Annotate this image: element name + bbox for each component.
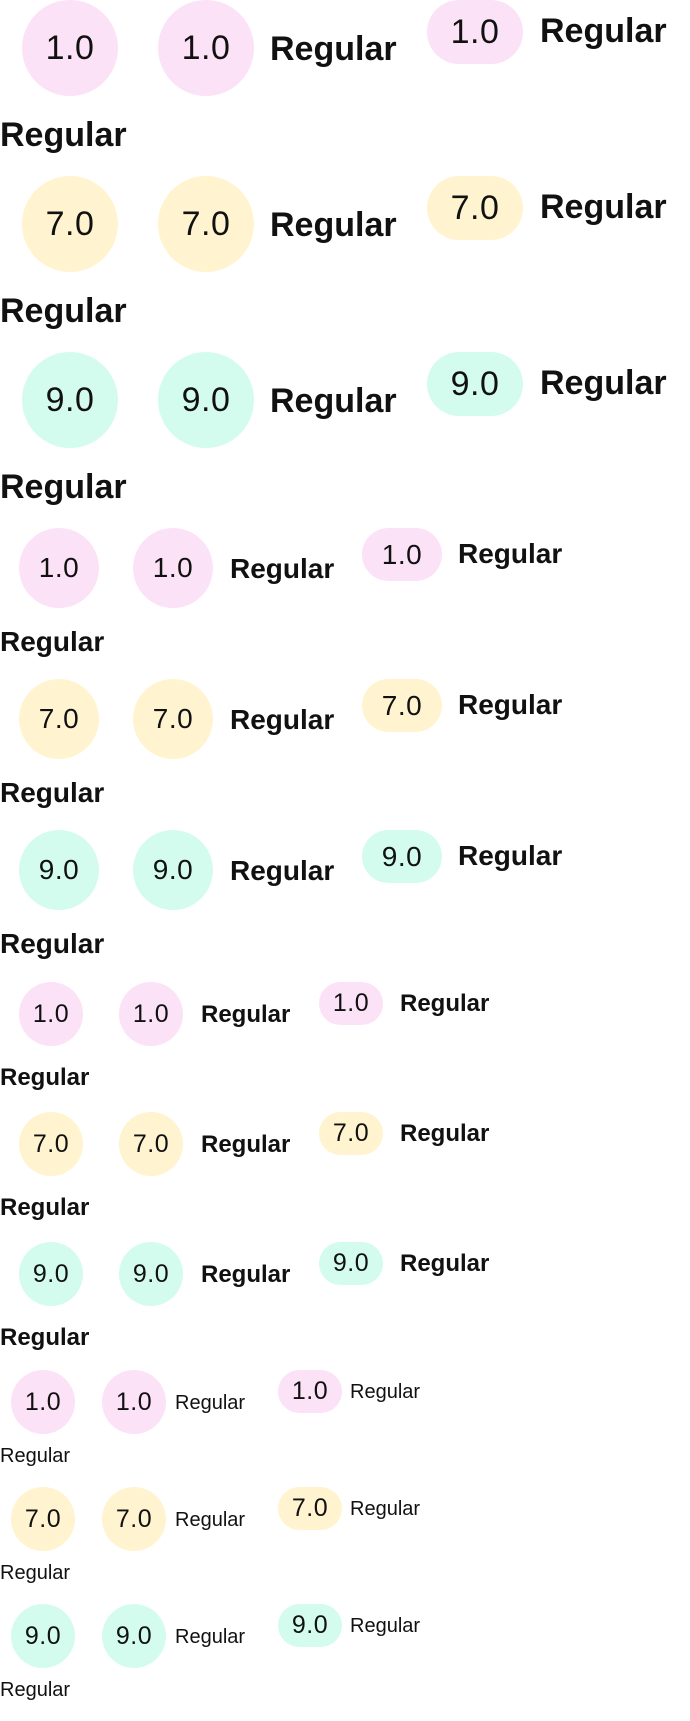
badge-label-wrapped: Regular xyxy=(0,1445,71,1467)
badge-label: Regular xyxy=(350,1498,421,1520)
score-badge-circle: 7.0 xyxy=(11,1487,75,1551)
badge-label: Regular xyxy=(350,1615,421,1637)
badge-label: Regular xyxy=(201,1131,291,1158)
score-badge-circle: 1.0 xyxy=(19,982,83,1046)
badge-label: Regular xyxy=(400,990,490,1017)
badge-label-wrapped: Regular xyxy=(0,928,105,959)
badge-label: Regular xyxy=(458,538,563,569)
badge-label: Regular xyxy=(540,188,667,226)
badge-row: 9.0 9.0 Regular 9.0 Regular Regular xyxy=(0,352,690,528)
score-badge-pill: 1.0 xyxy=(278,1370,342,1413)
score-badge-circle-with-label: 9.0 xyxy=(158,352,254,448)
badge-label-wrapped: Regular xyxy=(0,1064,90,1091)
score-badge-pill: 9.0 xyxy=(319,1242,383,1285)
badge-label: Regular xyxy=(270,382,397,420)
badge-label-wrapped: Regular xyxy=(0,1679,71,1701)
badge-label-wrapped: Regular xyxy=(0,468,127,506)
badge-label: Regular xyxy=(270,206,397,244)
score-badge-pill: 7.0 xyxy=(319,1112,383,1155)
badge-row: 7.0 7.0 Regular 7.0 Regular Regular xyxy=(0,1487,690,1604)
badge-size-group-lg: 1.0 1.0 Regular 1.0 Regular Regular 7.0 7.0 Regu… xyxy=(0,528,690,981)
score-badge-circle: 9.0 xyxy=(11,1604,75,1668)
score-badge-circle: 7.0 xyxy=(19,1112,83,1176)
score-badge-pill: 9.0 xyxy=(427,352,523,416)
score-badge-circle: 1.0 xyxy=(22,0,118,96)
score-badge-circle-with-label: 1.0 xyxy=(133,528,213,608)
badge-label: Regular xyxy=(230,704,335,735)
badge-row: 9.0 9.0 Regular 9.0 Regular Regular xyxy=(0,830,690,981)
score-badge-circle-with-label: 1.0 xyxy=(158,0,254,96)
score-badge-pill: 9.0 xyxy=(278,1604,342,1647)
badge-label-wrapped: Regular xyxy=(0,626,105,657)
badge-label-wrapped: Regular xyxy=(0,292,127,330)
badge-row: 7.0 7.0 Regular 7.0 Regular Regular xyxy=(0,679,690,830)
score-badge-pill: 1.0 xyxy=(362,528,442,581)
score-badge-circle: 7.0 xyxy=(19,679,99,759)
badge-label: Regular xyxy=(540,364,667,402)
badge-label: Regular xyxy=(400,1250,490,1277)
badge-row: 1.0 1.0 Regular 1.0 Regular Regular xyxy=(0,0,690,176)
score-badge-circle-with-label: 1.0 xyxy=(102,1370,166,1434)
badge-label-wrapped: Regular xyxy=(0,777,105,808)
badge-size-group-xl: 1.0 1.0 Regular 1.0 Regular Regular 7.0 7.0 Regu… xyxy=(0,0,690,528)
score-badge-pill: 7.0 xyxy=(362,679,442,732)
badge-size-group-sm: 1.0 1.0 Regular 1.0 Regular Regular 7.0 7.0 Regu… xyxy=(0,1370,690,1721)
badge-row: 1.0 1.0 Regular 1.0 Regular Regular xyxy=(0,1370,690,1487)
badge-row: 9.0 9.0 Regular 9.0 Regular Regular xyxy=(0,1604,690,1721)
badge-label: Regular xyxy=(201,1261,291,1288)
score-badge-pill: 7.0 xyxy=(278,1487,342,1530)
badge-label: Regular xyxy=(458,840,563,871)
score-badge-circle: 7.0 xyxy=(22,176,118,272)
badge-size-group-md: 1.0 1.0 Regular 1.0 Regular Regular 7.0 7.0 Regu… xyxy=(0,982,690,1372)
badge-label: Regular xyxy=(400,1120,490,1147)
score-badge-circle-with-label: 9.0 xyxy=(102,1604,166,1668)
badge-label: Regular xyxy=(230,855,335,886)
badge-label: Regular xyxy=(458,689,563,720)
score-badge-circle-with-label: 7.0 xyxy=(119,1112,183,1176)
badge-row: 1.0 1.0 Regular 1.0 Regular Regular xyxy=(0,982,690,1112)
badge-row: 7.0 7.0 Regular 7.0 Regular Regular xyxy=(0,176,690,352)
badge-label: Regular xyxy=(175,1392,246,1414)
score-badge-circle: 9.0 xyxy=(19,1242,83,1306)
score-badge-pill: 7.0 xyxy=(427,176,523,240)
score-badge-pill: 1.0 xyxy=(319,982,383,1025)
badge-label: Regular xyxy=(175,1509,246,1531)
score-badge-circle-with-label: 1.0 xyxy=(119,982,183,1046)
score-badge-circle: 1.0 xyxy=(19,528,99,608)
badge-label-wrapped: Regular xyxy=(0,1324,90,1351)
badge-label: Regular xyxy=(540,12,667,50)
badge-label: Regular xyxy=(230,553,335,584)
score-badge-circle: 9.0 xyxy=(22,352,118,448)
badge-row: 9.0 9.0 Regular 9.0 Regular Regular xyxy=(0,1242,690,1372)
badge-label: Regular xyxy=(350,1381,421,1403)
score-badge-circle-with-label: 7.0 xyxy=(133,679,213,759)
badge-label: Regular xyxy=(175,1626,246,1648)
score-badge-pill: 9.0 xyxy=(362,830,442,883)
score-badge-circle: 1.0 xyxy=(11,1370,75,1434)
badge-label: Regular xyxy=(201,1001,291,1028)
score-badge-circle: 9.0 xyxy=(19,830,99,910)
badge-label: Regular xyxy=(270,30,397,68)
score-badge-pill: 1.0 xyxy=(427,0,523,64)
score-badge-circle-with-label: 7.0 xyxy=(102,1487,166,1551)
badge-label-wrapped: Regular xyxy=(0,116,127,154)
score-badge-circle-with-label: 9.0 xyxy=(133,830,213,910)
badge-label-wrapped: Regular xyxy=(0,1562,71,1584)
score-badge-circle-with-label: 9.0 xyxy=(119,1242,183,1306)
badge-row: 7.0 7.0 Regular 7.0 Regular Regular xyxy=(0,1112,690,1242)
badge-row: 1.0 1.0 Regular 1.0 Regular Regular xyxy=(0,528,690,679)
badge-label-wrapped: Regular xyxy=(0,1194,90,1221)
score-badge-circle-with-label: 7.0 xyxy=(158,176,254,272)
